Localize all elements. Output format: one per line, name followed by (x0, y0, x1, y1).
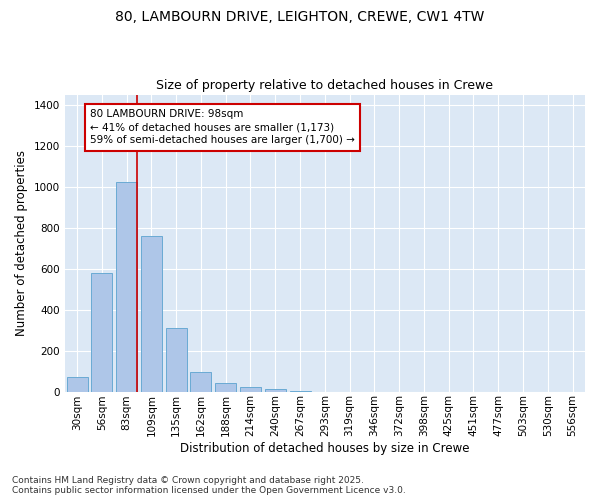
Text: 80, LAMBOURN DRIVE, LEIGHTON, CREWE, CW1 4TW: 80, LAMBOURN DRIVE, LEIGHTON, CREWE, CW1… (115, 10, 485, 24)
Bar (240, 387, 261, 392)
Bar (290, 390, 311, 392)
Bar (116, 182, 137, 392)
Y-axis label: Number of detached properties: Number of detached properties (15, 150, 28, 336)
Bar (265, 390, 286, 392)
Text: 80 LAMBOURN DRIVE: 98sqm
← 41% of detached houses are smaller (1,173)
59% of sem: 80 LAMBOURN DRIVE: 98sqm ← 41% of detach… (90, 109, 355, 146)
Bar (141, 236, 162, 392)
Title: Size of property relative to detached houses in Crewe: Size of property relative to detached ho… (157, 79, 493, 92)
Bar (91, 272, 112, 392)
Bar (67, 377, 88, 392)
Bar (190, 372, 211, 392)
Bar (166, 328, 187, 392)
Bar (215, 382, 236, 392)
X-axis label: Distribution of detached houses by size in Crewe: Distribution of detached houses by size … (180, 442, 470, 455)
Text: Contains HM Land Registry data © Crown copyright and database right 2025.
Contai: Contains HM Land Registry data © Crown c… (12, 476, 406, 495)
